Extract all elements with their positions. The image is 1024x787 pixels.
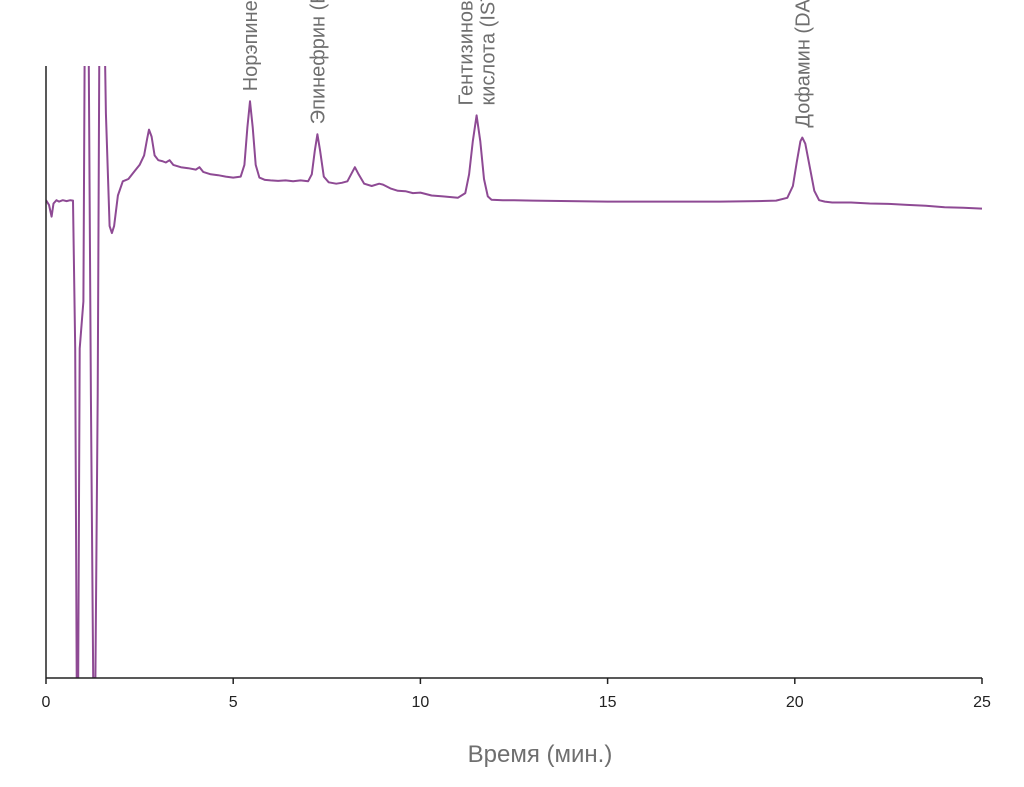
x-tick-label: 20 <box>786 694 804 711</box>
series-line-chromatogram <box>46 66 983 678</box>
x-tick-label: 5 <box>229 694 238 711</box>
x-axis-title: Время (мин.) <box>468 741 613 768</box>
peak-label: Дофамин (DA) <box>792 0 814 128</box>
peak-label: кислота (ISTD) <box>478 0 500 105</box>
peak-label: Эпинефрин (Epi) <box>307 0 329 124</box>
x-tick-label: 15 <box>599 694 617 711</box>
x-tick-label: 0 <box>42 694 51 711</box>
peak-label: Норэпинефрин (NE) <box>240 0 262 91</box>
x-tick-label: 10 <box>412 694 430 711</box>
peak-label: Гентизиновая <box>456 0 478 105</box>
x-tick-label: 25 <box>973 694 991 711</box>
